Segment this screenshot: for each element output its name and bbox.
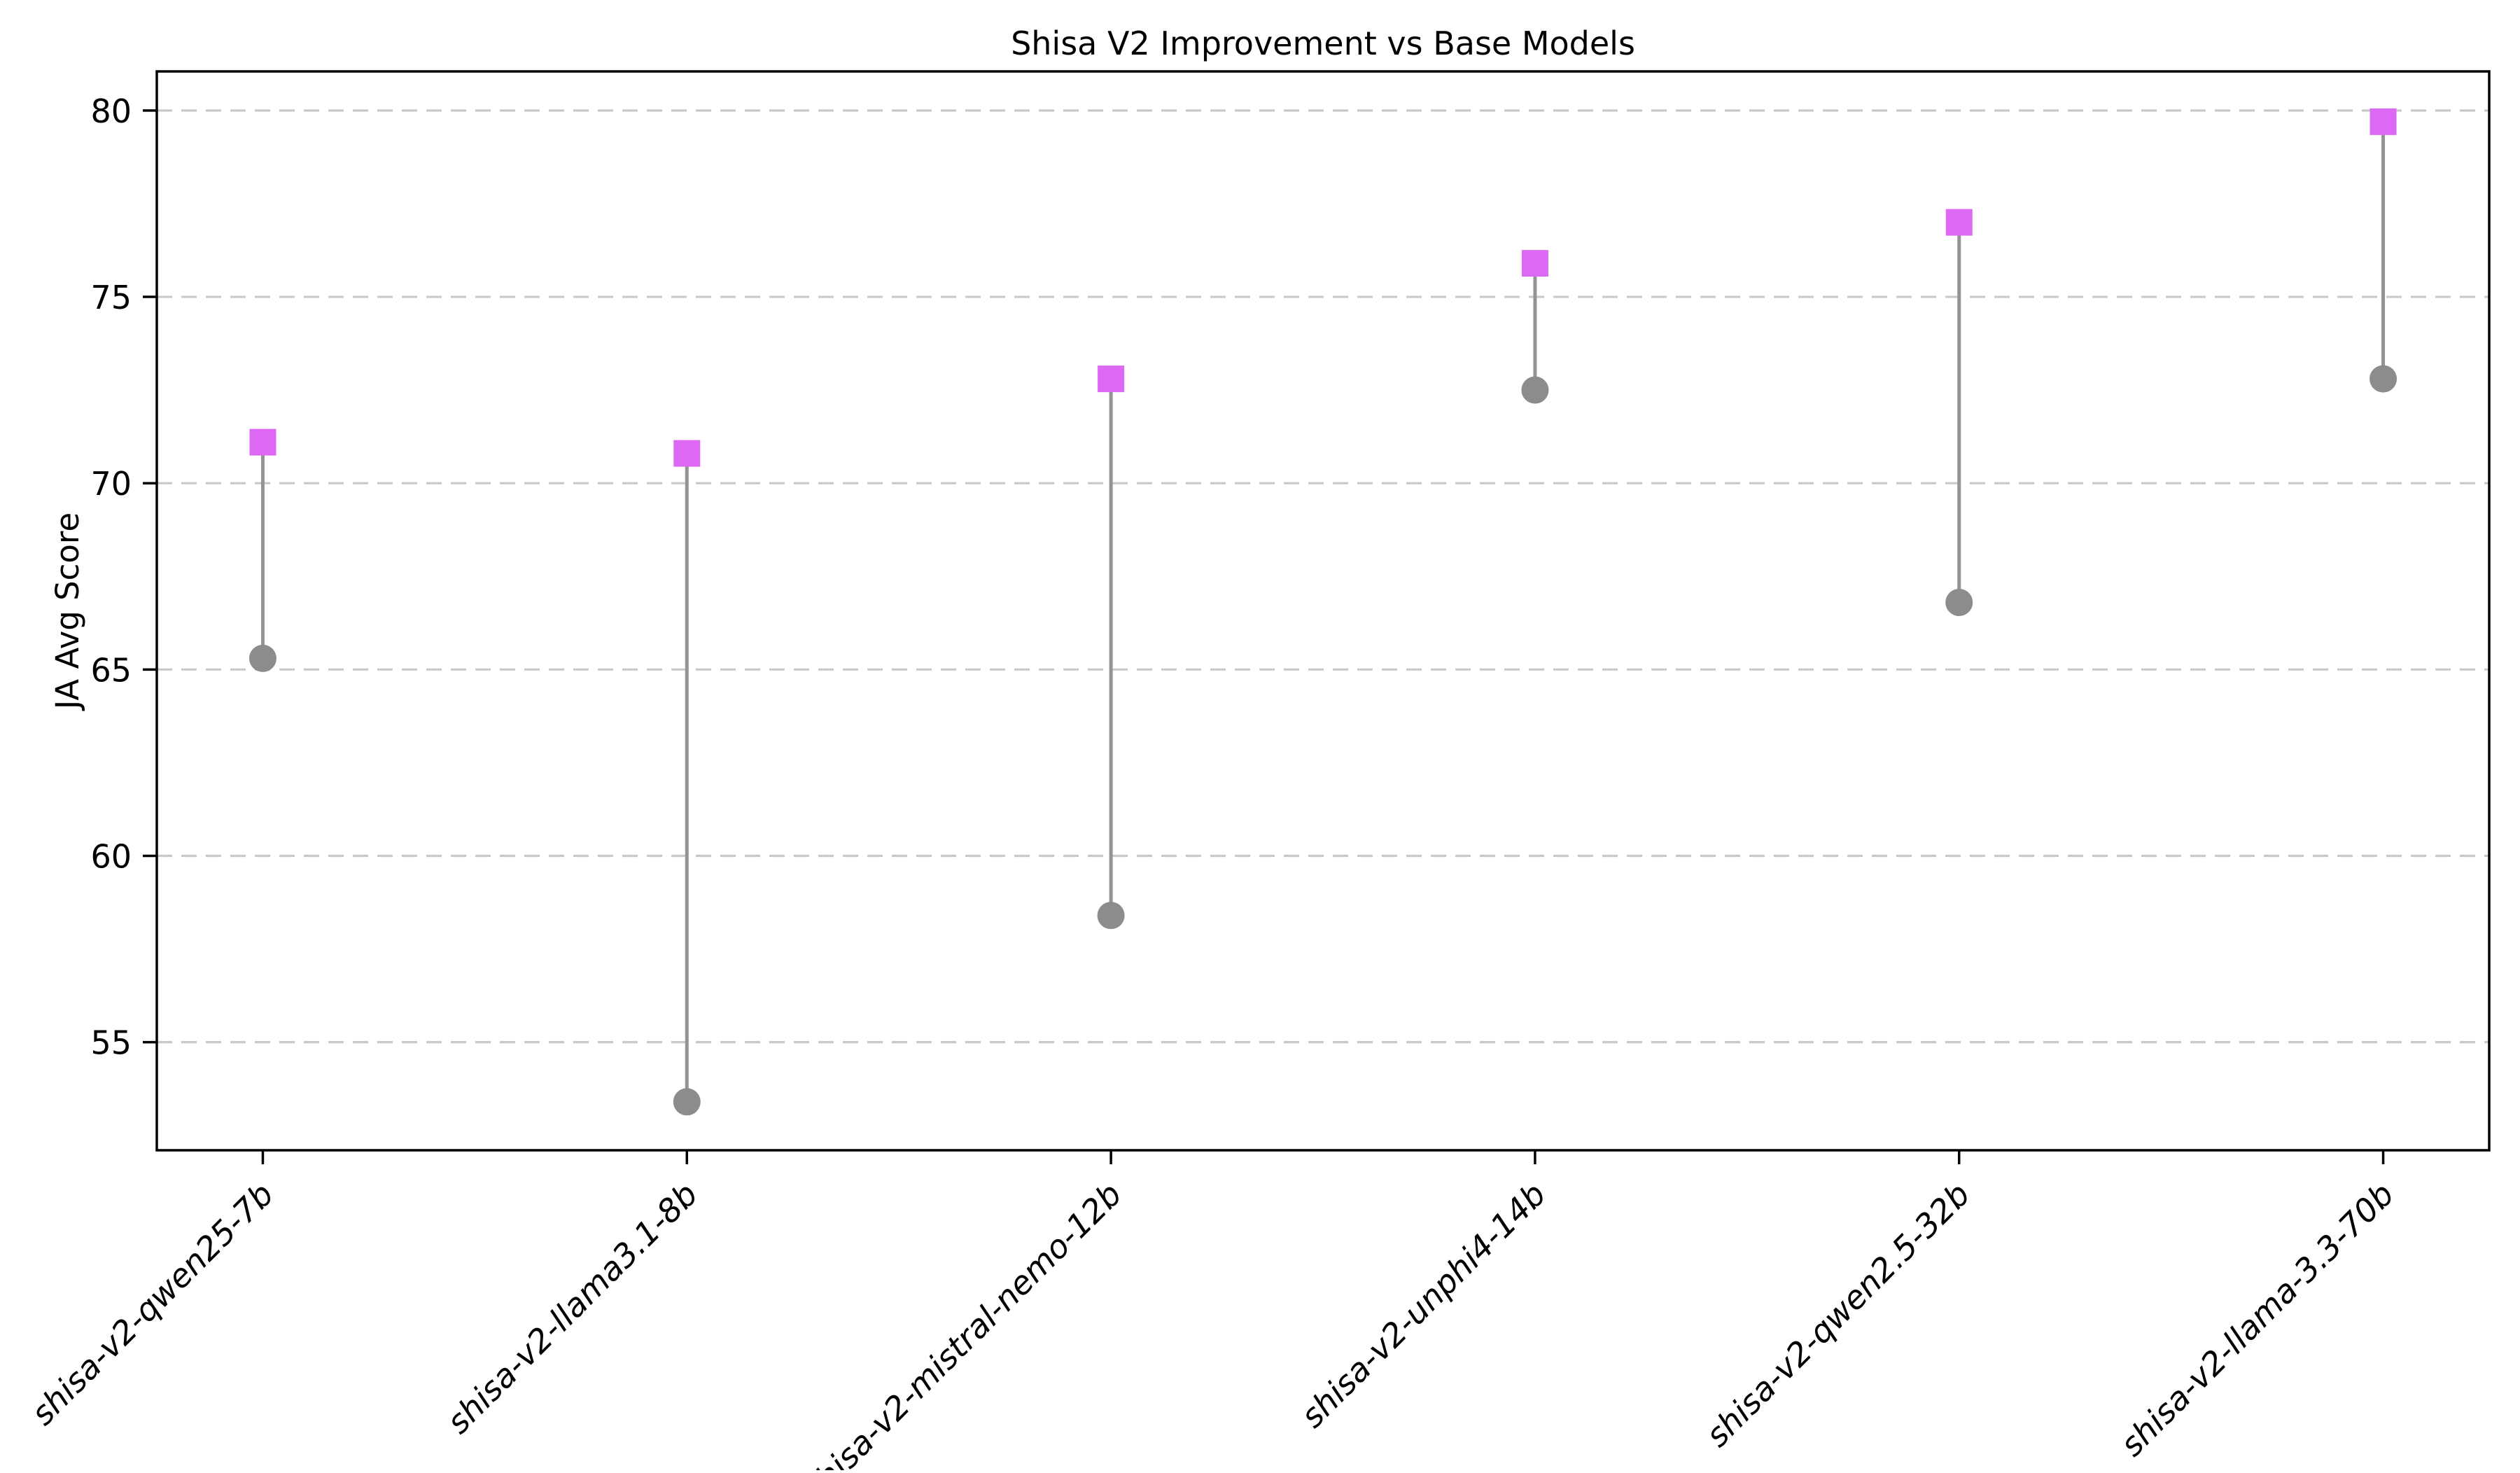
base-score-marker bbox=[248, 644, 276, 672]
y-tick-label: 55 bbox=[90, 1024, 132, 1062]
x-tick-label: shisa-v2-mistral-nemo-12b bbox=[796, 1175, 1129, 1470]
x-tick-label: shisa-v2-llama-3.3-70b bbox=[2113, 1175, 2401, 1464]
base-score-marker bbox=[1945, 589, 1973, 617]
y-tick-label: 75 bbox=[90, 279, 132, 316]
x-tick-label: shisa-v2-unphi4-14b bbox=[1294, 1175, 1553, 1435]
x-tick-label: shisa-v2-llama3.1-8b bbox=[440, 1175, 706, 1441]
y-axis-label: JA Avg Score bbox=[49, 512, 86, 711]
chart-title: Shisa V2 Improvement vs Base Models bbox=[1011, 25, 1635, 62]
v2-score-marker bbox=[1521, 250, 1548, 277]
x-tick-label: shisa-v2-qwen25-7b bbox=[24, 1175, 281, 1432]
y-tick-label: 80 bbox=[90, 92, 132, 130]
y-tick-label: 65 bbox=[90, 651, 132, 689]
y-tick-labels: 55 60 65 70 75 80 bbox=[90, 92, 132, 1062]
base-score-marker bbox=[1097, 902, 1125, 930]
gridlines bbox=[157, 109, 2489, 1044]
v2-score-marker bbox=[249, 428, 276, 456]
axis-ticks bbox=[143, 109, 2385, 1164]
y-tick-label: 70 bbox=[90, 465, 132, 503]
x-tick-label: shisa-v2-qwen2.5-32b bbox=[1698, 1175, 1977, 1454]
y-tick-label: 60 bbox=[90, 837, 132, 875]
base-score-marker bbox=[1521, 376, 1549, 404]
v2-score-marker bbox=[1098, 365, 1125, 393]
data-marks bbox=[248, 108, 2398, 1116]
v2-score-marker bbox=[1945, 209, 1973, 236]
plot-frame bbox=[155, 70, 2491, 1152]
base-score-marker bbox=[673, 1088, 701, 1116]
v2-score-marker bbox=[673, 440, 701, 467]
base-score-marker bbox=[2370, 365, 2398, 393]
v2-score-marker bbox=[2370, 108, 2397, 135]
x-tick-labels: shisa-v2-qwen25-7b shisa-v2-llama3.1-8b sh… bbox=[24, 1175, 2402, 1473]
